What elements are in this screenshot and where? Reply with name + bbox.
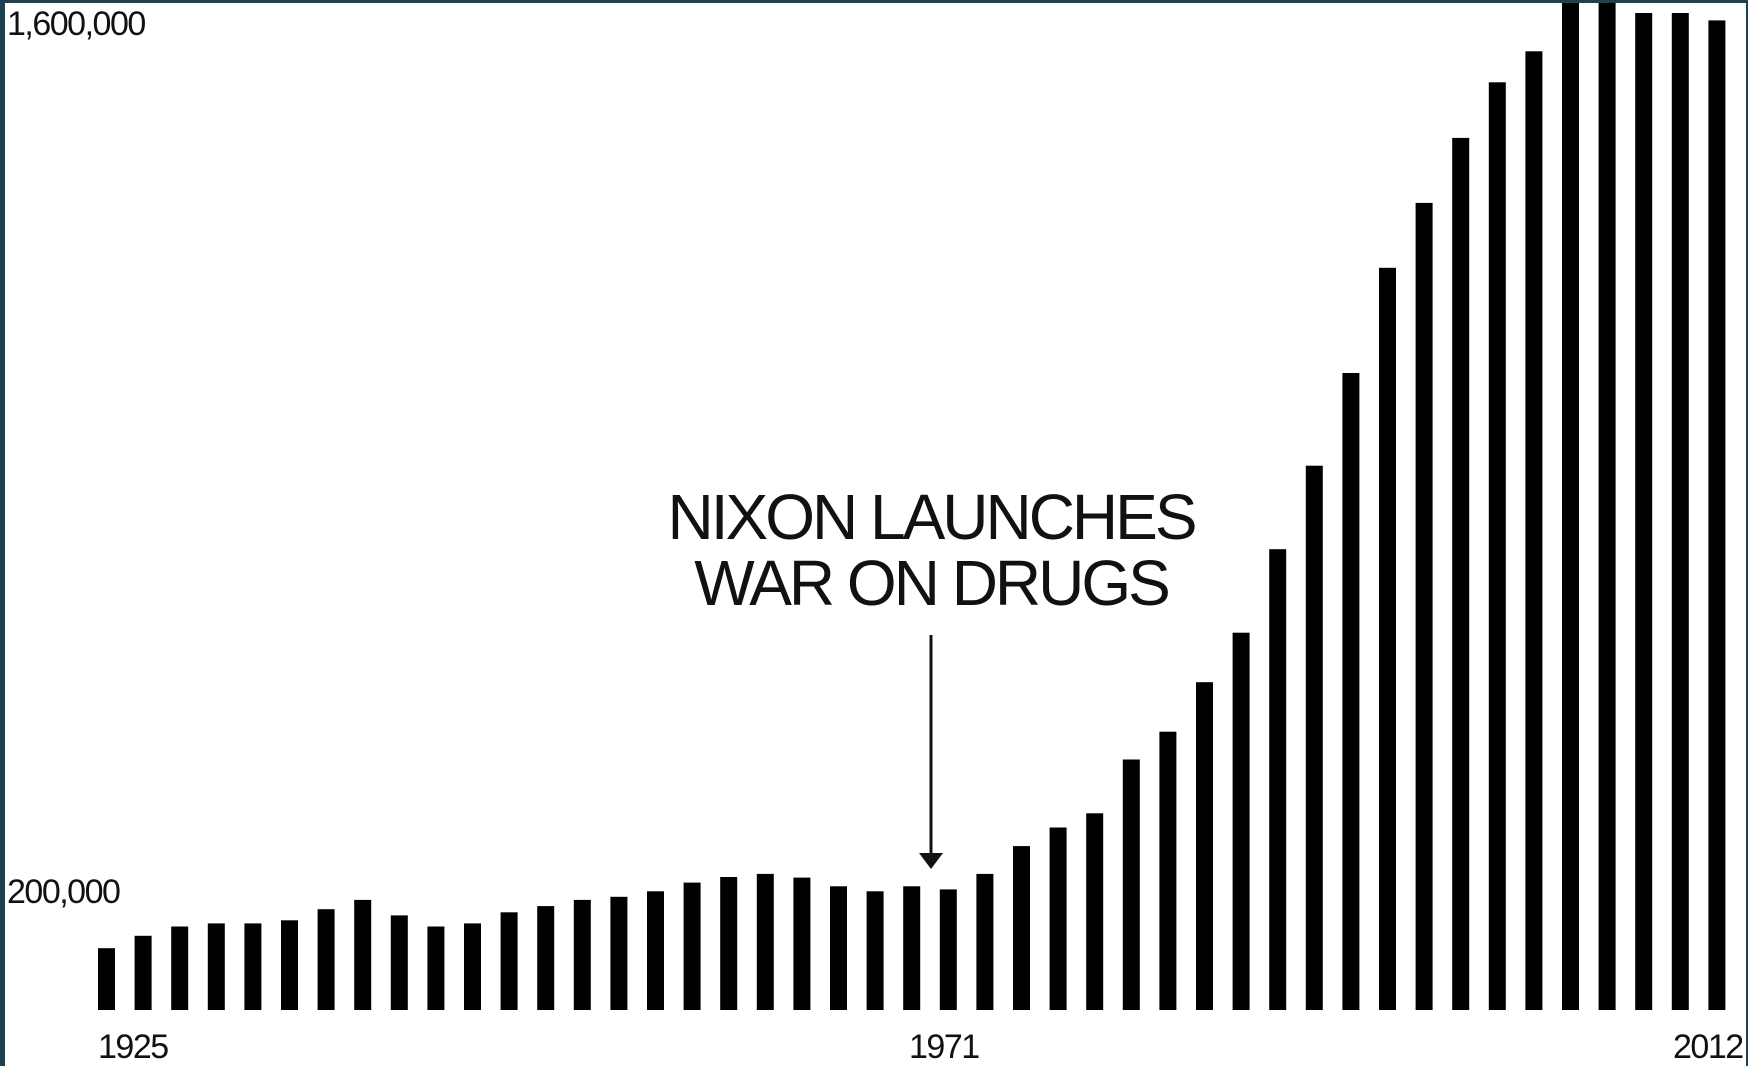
bar-1975	[1013, 846, 1030, 1010]
bar-1969	[903, 886, 921, 1010]
bar-1973	[976, 873, 994, 1010]
x-tick-label-mid: 1971	[909, 1028, 979, 1066]
bar-1979	[1086, 813, 1104, 1010]
bar-1933	[244, 923, 262, 1010]
bar-2010	[1671, 13, 1689, 1010]
bar-1925	[98, 948, 115, 1010]
bar-1951	[573, 899, 591, 1010]
bar-1991	[1305, 465, 1323, 1010]
bar-1959	[720, 877, 738, 1010]
bar-1989	[1269, 549, 1287, 1010]
annotation-line-2: WAR ON DRUGS	[694, 547, 1168, 619]
bar-1945	[464, 923, 481, 1010]
bar-1929	[171, 926, 189, 1010]
annotation-line-1: NIXON LAUNCHES	[668, 481, 1195, 553]
bar-1927	[134, 935, 152, 1010]
bar-2003	[1525, 51, 1543, 1011]
x-tick-label-end: 2012	[1673, 1028, 1743, 1066]
bar-1963	[793, 877, 811, 1010]
y-tick-label-bottom: 200,000	[7, 873, 120, 911]
bar-1965	[830, 886, 847, 1010]
bar-1981	[1122, 759, 1140, 1010]
y-tick-label-top: 1,600,000	[7, 5, 145, 43]
incarceration-bar-chart: 1,600,000 200,000 1925 1971 2012 NIXON L…	[7, 3, 1745, 1066]
bar-1999	[1452, 137, 1470, 1010]
bar-1939	[354, 899, 372, 1010]
bar-1987	[1232, 632, 1250, 1010]
bar-1941	[390, 915, 408, 1010]
bar-1971	[939, 889, 957, 1010]
bar-1955	[647, 891, 664, 1010]
bar-group	[98, 3, 1726, 1011]
bar-1935	[281, 920, 298, 1010]
bar-1937	[317, 909, 335, 1010]
bar-1931	[207, 923, 225, 1010]
annotation-arrow-head	[919, 853, 943, 869]
bar-1993	[1342, 373, 1360, 1010]
bar-1967	[866, 891, 884, 1010]
bar-1949	[537, 906, 555, 1010]
bar-2005	[1562, 3, 1579, 1010]
bar-2012	[1708, 20, 1726, 1010]
bar-1983	[1159, 731, 1177, 1010]
bar-1943	[427, 926, 445, 1010]
bar-2007	[1598, 3, 1616, 1010]
bar-1995	[1379, 267, 1396, 1010]
bar-2001	[1488, 82, 1506, 1011]
bar-1985	[1196, 682, 1213, 1010]
bar-1997	[1415, 202, 1433, 1010]
bar-1977	[1049, 827, 1067, 1010]
x-tick-label-start: 1925	[98, 1028, 168, 1066]
chart-frame: 1,600,000 200,000 1925 1971 2012 NIXON L…	[5, 3, 1746, 1066]
bar-1957	[683, 882, 701, 1010]
bar-1961	[756, 873, 774, 1010]
bar-2009	[1635, 13, 1653, 1010]
bar-1947	[500, 912, 518, 1010]
bar-1953	[610, 896, 628, 1010]
